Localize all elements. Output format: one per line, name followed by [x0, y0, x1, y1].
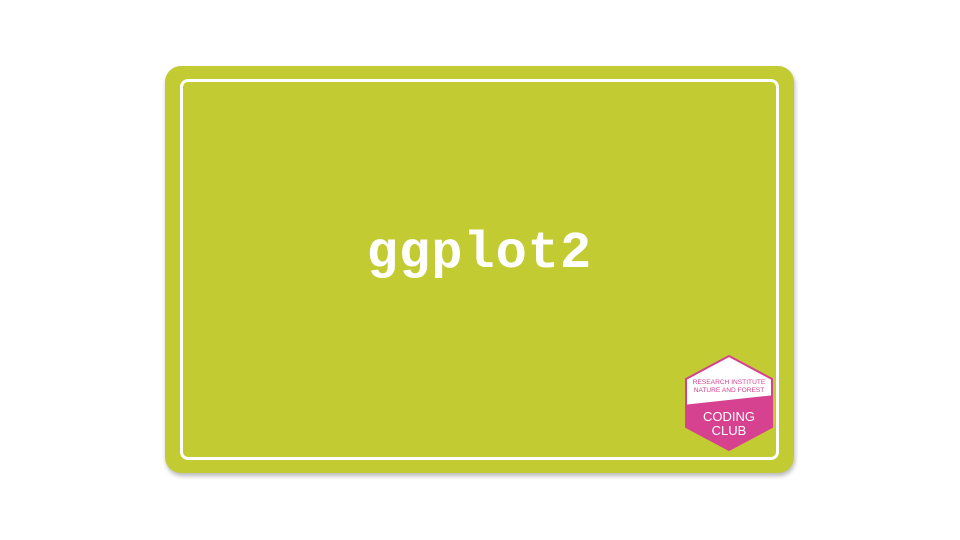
slide-title: ggplot2	[366, 224, 593, 283]
slide-frame	[180, 79, 779, 460]
logo-line-coding: CODING	[703, 409, 755, 424]
logo-line-nature-forest: NATURE AND FOREST	[694, 387, 765, 394]
hexagon-badge-icon: RESEARCH INSTITUTE NATURE AND FOREST COD…	[685, 354, 773, 452]
logo-line-club: CLUB	[712, 423, 747, 438]
title-slide-card: ggplot2 RESEARCH INSTITUTE NATURE AND FO…	[165, 66, 794, 473]
coding-club-logo: RESEARCH INSTITUTE NATURE AND FOREST COD…	[683, 353, 775, 453]
logo-line-institute: RESEARCH INSTITUTE	[693, 379, 766, 386]
